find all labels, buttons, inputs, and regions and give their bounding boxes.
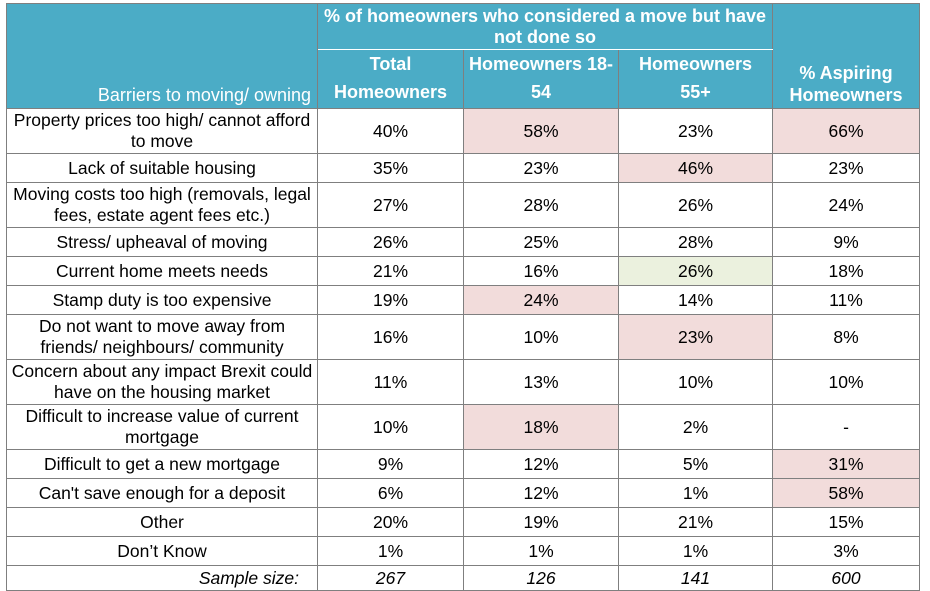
row-label: Stress/ upheaval of moving bbox=[6, 227, 318, 257]
value-cell: 40% bbox=[317, 108, 464, 154]
value-cell: 3% bbox=[772, 536, 920, 566]
value-cell: 28% bbox=[463, 182, 619, 228]
value-cell: 18% bbox=[772, 256, 920, 286]
value-cell: 5% bbox=[618, 449, 773, 479]
table-row: Can't save enough for a deposit 6% 12% 1% 58… bbox=[6, 478, 920, 508]
value-cell: 20% bbox=[317, 507, 464, 537]
value-cell: 13% bbox=[463, 359, 619, 405]
value-cell: 19% bbox=[463, 507, 619, 537]
table-row: Property prices too high/ cannot afford … bbox=[6, 108, 920, 154]
table-row: Current home meets needs 21% 16% 26% 18% bbox=[6, 256, 920, 286]
row-label: Do not want to move away from friends/ n… bbox=[6, 314, 318, 360]
value-cell: 10% bbox=[317, 404, 464, 450]
column-header-18-54: Homeowners 18-54 bbox=[463, 49, 619, 109]
sample-size-label: Sample size: bbox=[6, 565, 318, 591]
value-cell: 2% bbox=[618, 404, 773, 450]
value-cell: 10% bbox=[618, 359, 773, 405]
row-label: Difficult to get a new mortgage bbox=[6, 449, 318, 479]
column-header-total-text: Total Homeowners bbox=[333, 54, 448, 102]
value-cell: 31% bbox=[772, 449, 920, 479]
column-header-18-54-text: Homeowners 18-54 bbox=[468, 54, 614, 102]
sample-size-value: 600 bbox=[772, 565, 920, 591]
value-cell: 1% bbox=[463, 536, 619, 566]
sample-size-value: 267 bbox=[317, 565, 464, 591]
table-row: Difficult to get a new mortgage 9% 12% 5% 31… bbox=[6, 449, 920, 479]
row-label: Concern about any impact Brexit could ha… bbox=[6, 359, 318, 405]
row-label: Other bbox=[6, 507, 318, 537]
value-cell: 9% bbox=[772, 227, 920, 257]
table-body: Property prices too high/ cannot afford … bbox=[6, 108, 920, 591]
table-row: Difficult to increase value of current m… bbox=[6, 404, 920, 450]
row-header: Barriers to moving/ owning bbox=[6, 3, 318, 109]
value-cell: 9% bbox=[317, 449, 464, 479]
value-cell: 24% bbox=[772, 182, 920, 228]
column-header-aspiring: % Aspiring Homeowners bbox=[772, 3, 920, 109]
value-cell: 18% bbox=[463, 404, 619, 450]
group-header-text: % of homeowners who considered a move bu… bbox=[323, 6, 767, 47]
value-cell: 8% bbox=[772, 314, 920, 360]
sample-size-row: Sample size: 267 126 141 600 bbox=[6, 565, 920, 591]
value-cell: 26% bbox=[618, 256, 773, 286]
value-cell: 12% bbox=[463, 478, 619, 508]
value-cell: 11% bbox=[772, 285, 920, 315]
sample-size-value: 126 bbox=[463, 565, 619, 591]
value-cell: 58% bbox=[463, 108, 619, 154]
value-cell: 23% bbox=[463, 153, 619, 183]
value-cell: 6% bbox=[317, 478, 464, 508]
value-cell: 10% bbox=[463, 314, 619, 360]
row-label: Stamp duty is too expensive bbox=[6, 285, 318, 315]
value-cell: 1% bbox=[618, 536, 773, 566]
table-row: Lack of suitable housing 35% 23% 46% 23% bbox=[6, 153, 920, 183]
value-cell: 11% bbox=[317, 359, 464, 405]
value-cell: 35% bbox=[317, 153, 464, 183]
group-header: % of homeowners who considered a move bu… bbox=[317, 3, 773, 50]
row-label: Don’t Know bbox=[6, 536, 318, 566]
value-cell: 66% bbox=[772, 108, 920, 154]
value-cell: 21% bbox=[317, 256, 464, 286]
value-cell: 28% bbox=[618, 227, 773, 257]
table-row: Do not want to move away from friends/ n… bbox=[6, 314, 920, 360]
sample-size-value: 141 bbox=[618, 565, 773, 591]
row-label: Current home meets needs bbox=[6, 256, 318, 286]
table-row: Other 20% 19% 21% 15% bbox=[6, 507, 920, 537]
value-cell: 25% bbox=[463, 227, 619, 257]
value-cell: 19% bbox=[317, 285, 464, 315]
row-label: Can't save enough for a deposit bbox=[6, 478, 318, 508]
value-cell: 23% bbox=[618, 314, 773, 360]
value-cell: - bbox=[772, 404, 920, 450]
value-cell: 1% bbox=[618, 478, 773, 508]
value-cell: 14% bbox=[618, 285, 773, 315]
row-label: Property prices too high/ cannot afford … bbox=[6, 108, 318, 154]
column-header-55-plus: Homeowners 55+ bbox=[618, 49, 773, 109]
value-cell: 1% bbox=[317, 536, 464, 566]
value-cell: 16% bbox=[463, 256, 619, 286]
table-row: Stamp duty is too expensive 19% 24% 14% 11% bbox=[6, 285, 920, 315]
barriers-table-container: Barriers to moving/ owning % of homeowne… bbox=[6, 3, 920, 591]
value-cell: 15% bbox=[772, 507, 920, 537]
row-header-text: Barriers to moving/ owning bbox=[97, 85, 311, 105]
table-row: Stress/ upheaval of moving 26% 25% 28% 9% bbox=[6, 227, 920, 257]
row-label: Difficult to increase value of current m… bbox=[6, 404, 318, 450]
value-cell: 26% bbox=[618, 182, 773, 228]
value-cell: 10% bbox=[772, 359, 920, 405]
column-header-55-plus-text: Homeowners 55+ bbox=[638, 54, 753, 102]
value-cell: 21% bbox=[618, 507, 773, 537]
row-label: Moving costs too high (removals, legal f… bbox=[6, 182, 318, 228]
value-cell: 23% bbox=[772, 153, 920, 183]
value-cell: 46% bbox=[618, 153, 773, 183]
value-cell: 16% bbox=[317, 314, 464, 360]
value-cell: 23% bbox=[618, 108, 773, 154]
table-row: Moving costs too high (removals, legal f… bbox=[6, 182, 920, 228]
value-cell: 26% bbox=[317, 227, 464, 257]
table-row: Don’t Know 1% 1% 1% 3% bbox=[6, 536, 920, 566]
column-header-total: Total Homeowners bbox=[317, 49, 464, 109]
barriers-table: Barriers to moving/ owning % of homeowne… bbox=[6, 3, 920, 591]
table-row: Concern about any impact Brexit could ha… bbox=[6, 359, 920, 405]
value-cell: 27% bbox=[317, 182, 464, 228]
column-header-aspiring-text: % Aspiring Homeowners bbox=[789, 63, 903, 105]
row-label: Lack of suitable housing bbox=[6, 153, 318, 183]
value-cell: 58% bbox=[772, 478, 920, 508]
value-cell: 24% bbox=[463, 285, 619, 315]
value-cell: 12% bbox=[463, 449, 619, 479]
